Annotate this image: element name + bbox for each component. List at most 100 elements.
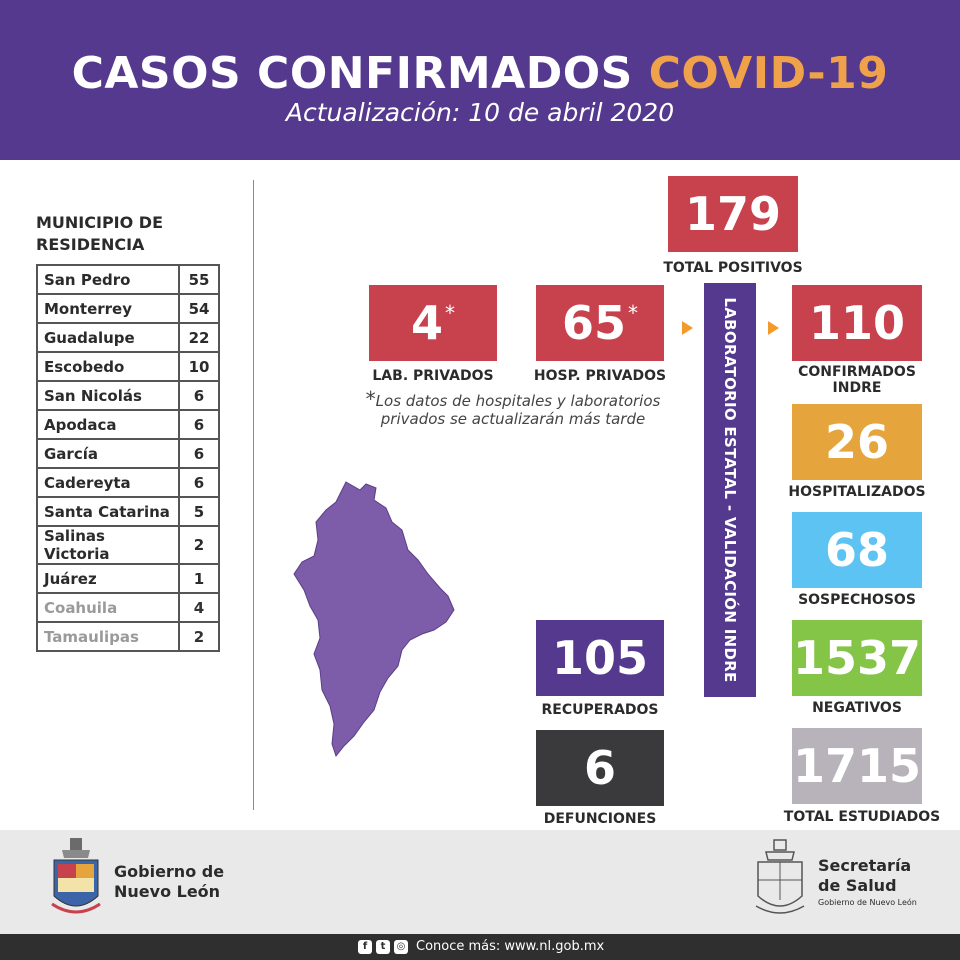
- estado-count: 4: [178, 592, 220, 623]
- total-estudiados-label: TOTAL ESTUDIADOS: [783, 809, 941, 825]
- municipio-name: García: [36, 438, 180, 469]
- municipio-table: San Pedro 55 Monterrey 54 Guadalupe 22 Esco…: [36, 264, 220, 652]
- title-main: CASOS CONFIRMADOS: [71, 48, 633, 99]
- hosp-privados-label: HOSP. PRIVADOS: [533, 368, 667, 384]
- instagram-icon[interactable]: ◎: [394, 940, 408, 954]
- municipio-count: 10: [178, 351, 220, 382]
- municipio-count: 1: [178, 563, 220, 594]
- municipio-name: Cadereyta: [36, 467, 180, 498]
- gobierno-nuevo-leon-crest-icon: [51, 838, 101, 914]
- table-row: Apodaca 6: [36, 409, 220, 440]
- total-estudiados-box: 1715: [792, 728, 922, 804]
- arrow-right-icon: [682, 321, 693, 335]
- lab-privados-box: 4 *: [369, 285, 497, 361]
- municipio-count: 5: [178, 496, 220, 527]
- social-icons: f t ◎: [358, 940, 408, 954]
- municipio-count: 6: [178, 467, 220, 498]
- estado-name: Tamaulipas: [36, 621, 180, 652]
- recuperados-label: RECUPERADOS: [541, 702, 659, 718]
- private-data-note: *Los datos de hospitales y laboratorios …: [348, 387, 678, 428]
- laboratorio-estatal-label: LABORATORIO ESTATAL - VALIDACIÓN INDRE: [721, 297, 739, 683]
- title-accent: COVID-19: [648, 48, 889, 99]
- update-date: Actualización: 10 de abril 2020: [285, 98, 675, 127]
- table-row: Monterrey 54: [36, 293, 220, 324]
- municipio-name: Apodaca: [36, 409, 180, 440]
- defunciones-box: 6: [536, 730, 664, 806]
- table-row: Salinas Victoria 2: [36, 525, 220, 565]
- secretaria-salud-crest-icon: [755, 839, 805, 914]
- secretaria-line2: de Salud: [818, 876, 897, 895]
- hospitalizados-label: HOSPITALIZADOS: [788, 484, 926, 500]
- total-positivos-value: 179: [684, 187, 782, 241]
- hosp-privados-box: 65 *: [536, 285, 664, 361]
- defunciones-value: 6: [583, 741, 616, 795]
- municipio-name: Guadalupe: [36, 322, 180, 353]
- sospechosos-value: 68: [824, 523, 889, 577]
- municipio-count: 6: [178, 380, 220, 411]
- twitter-icon[interactable]: t: [376, 940, 390, 954]
- municipio-count: 6: [178, 409, 220, 440]
- secretaria-subtext: Gobierno de Nuevo León: [818, 898, 917, 907]
- municipio-heading: MUNICIPIO DE RESIDENCIA: [36, 212, 163, 256]
- confirmados-indre-box: 110: [792, 285, 922, 361]
- footer-social-bar: f t ◎ Conoce más: www.nl.gob.mx: [0, 934, 960, 960]
- website-link[interactable]: Conoce más: www.nl.gob.mx: [416, 939, 605, 954]
- municipio-heading-line2: RESIDENCIA: [36, 235, 145, 254]
- gobierno-logo-text: Gobierno de Nuevo León: [114, 862, 224, 902]
- table-row: Tamaulipas 2: [36, 621, 220, 652]
- municipio-name: Escobedo: [36, 351, 180, 382]
- municipio-name: San Pedro: [36, 264, 180, 295]
- municipio-heading-line1: MUNICIPIO DE: [36, 213, 164, 232]
- confirmados-indre-label: CONFIRMADOS INDRE: [772, 364, 942, 396]
- municipio-name: Monterrey: [36, 293, 180, 324]
- footer: [0, 830, 960, 934]
- table-row: García 6: [36, 438, 220, 469]
- facebook-icon[interactable]: f: [358, 940, 372, 954]
- vertical-divider: [253, 180, 254, 810]
- table-row: Cadereyta 6: [36, 467, 220, 498]
- municipio-count: 2: [178, 525, 220, 565]
- negativos-box: 1537: [792, 620, 922, 696]
- total-positivos-box: 179: [668, 176, 798, 252]
- recuperados-value: 105: [551, 631, 649, 685]
- gobierno-line1: Gobierno de: [114, 862, 225, 881]
- municipio-count: 55: [178, 264, 220, 295]
- secretaria-line1: Secretaría: [818, 856, 912, 875]
- asterisk-mark: *: [445, 301, 455, 325]
- table-row: Juárez 1: [36, 563, 220, 594]
- table-row: San Pedro 55: [36, 264, 220, 295]
- total-estudiados-value: 1715: [792, 739, 922, 793]
- hospitalizados-box: 26: [792, 404, 922, 480]
- asterisk-mark: *: [365, 387, 376, 411]
- negativos-label: NEGATIVOS: [812, 700, 902, 716]
- municipio-name: Juárez: [36, 563, 180, 594]
- nuevo-leon-map-icon: [293, 481, 455, 758]
- municipio-name: Santa Catarina: [36, 496, 180, 527]
- total-positivos-label: TOTAL POSITIVOS: [663, 260, 803, 276]
- table-row: Escobedo 10: [36, 351, 220, 382]
- confirmados-indre-label-line1: CONFIRMADOS: [798, 364, 916, 380]
- arrow-right-icon: [768, 321, 779, 335]
- note-line2: privados se actualizarán más tarde: [380, 410, 646, 428]
- gobierno-line2: Nuevo León: [114, 882, 221, 901]
- laboratorio-estatal-bar: LABORATORIO ESTATAL - VALIDACIÓN INDRE: [704, 283, 756, 697]
- sospechosos-box: 68: [792, 512, 922, 588]
- municipio-name: San Nicolás: [36, 380, 180, 411]
- recuperados-box: 105: [536, 620, 664, 696]
- header-banner: CASOS CONFIRMADOS COVID-19 Actualización…: [0, 0, 960, 160]
- negativos-value: 1537: [792, 631, 922, 685]
- lab-privados-value: 4: [410, 296, 443, 350]
- confirmados-indre-label-line2: INDRE: [832, 380, 882, 396]
- municipio-count: 22: [178, 322, 220, 353]
- hospitalizados-value: 26: [824, 415, 889, 469]
- table-row: Santa Catarina 5: [36, 496, 220, 527]
- municipio-name: Salinas Victoria: [36, 525, 180, 565]
- page-title: CASOS CONFIRMADOS COVID-19: [0, 48, 960, 99]
- table-row: Guadalupe 22: [36, 322, 220, 353]
- secretaria-logo-text: Secretaría de Salud: [818, 856, 911, 896]
- estado-count: 2: [178, 621, 220, 652]
- table-row: San Nicolás 6: [36, 380, 220, 411]
- lab-privados-label: LAB. PRIVADOS: [372, 368, 494, 384]
- confirmados-indre-value: 110: [808, 296, 906, 350]
- sospechosos-label: SOSPECHOSOS: [798, 592, 916, 608]
